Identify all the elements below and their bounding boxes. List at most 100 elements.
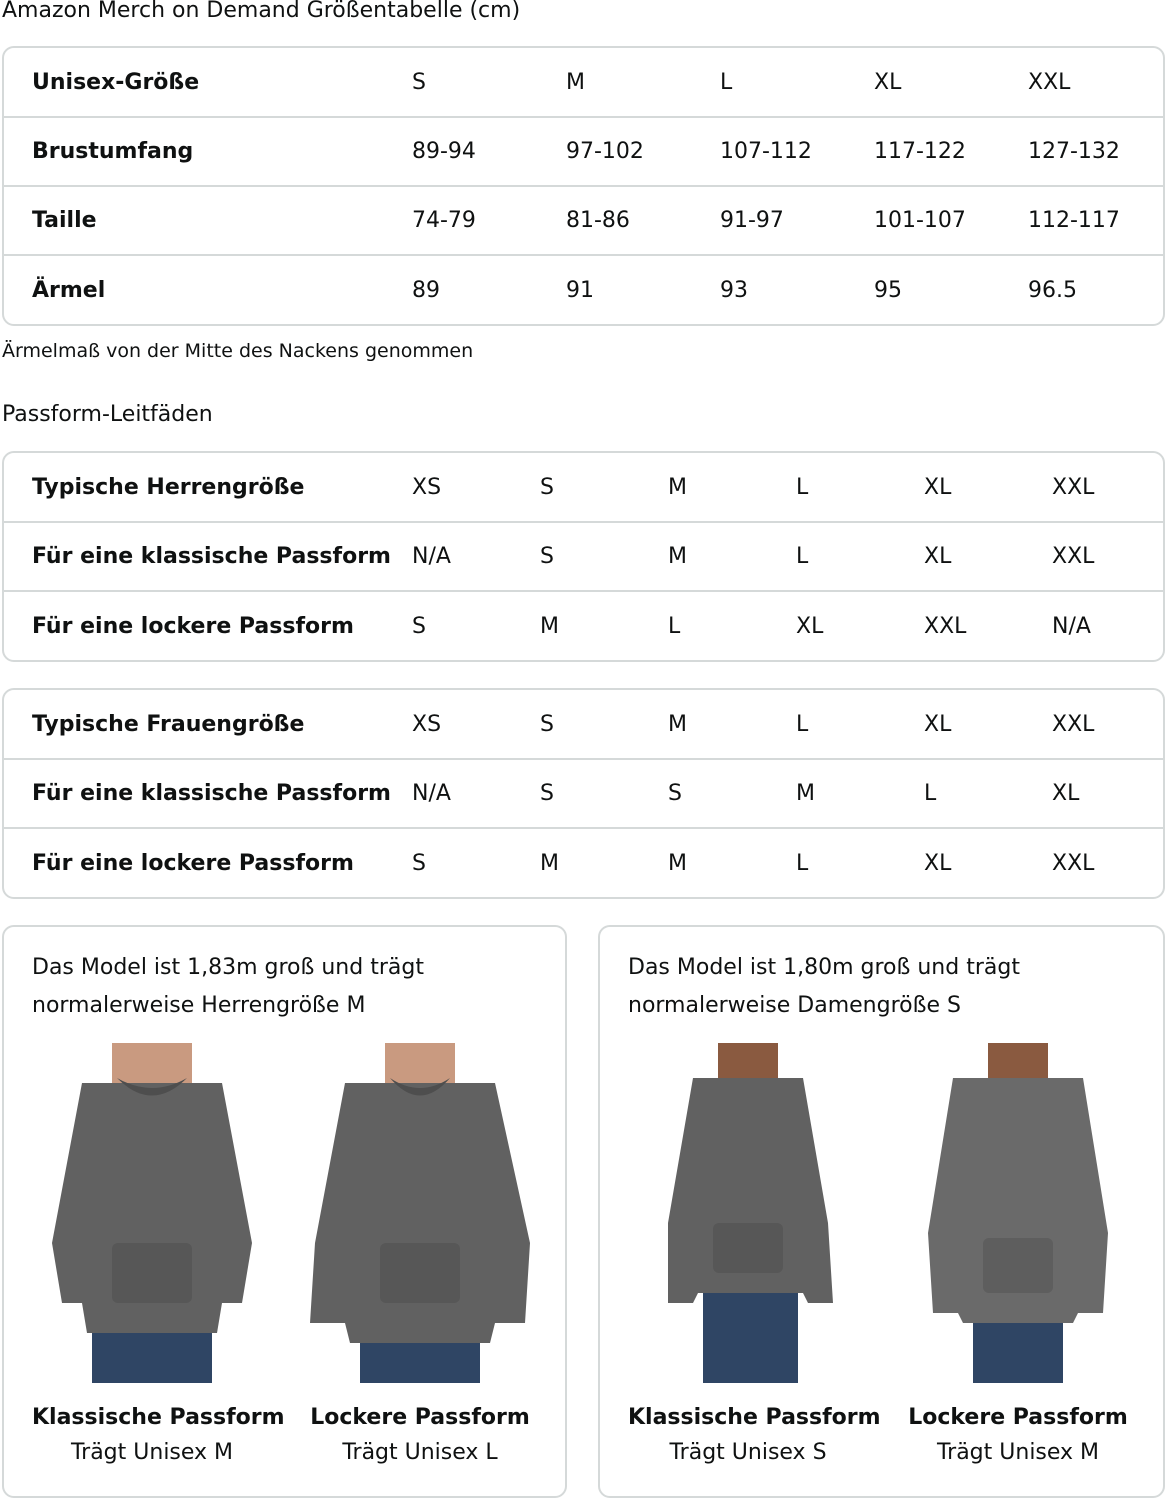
table-cell: S [540,758,668,828]
table-cell: S [412,69,426,95]
men-model-card: Das Model ist 1,83m groß und trägt normal… [2,925,567,1498]
table-cell: 117-122 [874,116,1028,186]
table-cell: XXL [1052,827,1163,897]
table-cell: XL [924,711,952,737]
model-caption-line: normalerweise Damengröße S [628,993,961,1018]
table-cell: XL [874,69,902,95]
table-cell: S [668,758,796,828]
table-cell: L [796,827,924,897]
table-cell: 107-112 [720,116,874,186]
table-cell: XXL [1052,474,1095,500]
unisex-size-table: Unisex-Größe S M L XL XXL Brustumfang 89-94 97-1… [2,46,1165,326]
table-cell: M [668,521,796,591]
table-cell: 91 [566,254,720,324]
model-caption-line: normalerweise Herrengröße M [32,993,366,1018]
model-figure: Lockere Passform Trägt Unisex M [898,1043,1138,1465]
table-cell: M [668,474,687,500]
table-cell: M [796,758,924,828]
table-cell: M [540,827,668,897]
model-figure: Klassische Passform Trägt Unisex S [628,1043,881,1465]
row-label: Taille [4,185,412,255]
table-cell: M [668,827,796,897]
women-model-card: Das Model ist 1,80m groß und trägt normal… [598,925,1165,1498]
table-cell: L [720,69,733,95]
row-label: Brustumfang [4,116,412,186]
table-cell: M [668,711,687,737]
page-title: Amazon Merch on Demand Größentabelle (cm… [2,0,521,23]
model-photo-hoodie [52,1043,252,1383]
table-cell: 112-117 [1028,185,1163,255]
figure-title: Klassische Passform [32,1405,285,1430]
table-row: Für eine klassische Passform N/A S S M L XL [4,758,1163,828]
table-row: Typische Frauengröße XS S M L XL XXL [4,690,1163,759]
table-cell: 127-132 [1028,116,1163,186]
table-cell: N/A [1052,590,1163,660]
table-cell: S [540,711,554,737]
table-cell: XS [412,474,442,500]
figure-size: Trägt Unisex S [669,1440,827,1465]
table-cell: 89 [412,254,566,324]
table-cell: XL [796,590,924,660]
row-label: Typische Herrengröße [32,474,305,500]
table-cell: 93 [720,254,874,324]
table-cell: XXL [1052,711,1095,737]
table-cell: XL [924,521,1052,591]
table-cell: XXL [924,590,1052,660]
model-photo-hoodie [928,1043,1108,1383]
table-row: Ärmel 89 91 93 95 96.5 [4,254,1163,324]
table-cell: N/A [412,758,540,828]
table-cell: 96.5 [1028,254,1163,324]
table-cell: 95 [874,254,1028,324]
table-cell: 74-79 [412,185,566,255]
model-caption-line: Das Model ist 1,80m groß und trägt [628,955,1020,980]
table-cell: L [796,711,809,737]
row-label: Typische Frauengröße [32,711,305,737]
table-cell: N/A [412,521,540,591]
table-cell: 89-94 [412,116,566,186]
table-cell: S [540,521,668,591]
table-cell: XL [924,474,952,500]
table-cell: XXL [1052,521,1163,591]
table-cell: XS [412,711,442,737]
table-row: Für eine lockere Passform S M L XL XXL N/A [4,590,1163,660]
table-cell: 97-102 [566,116,720,186]
men-fit-table: Typische Herrengröße XS S M L XL XXL Für eine k… [2,451,1165,662]
figure-title: Klassische Passform [628,1405,881,1430]
table-cell: M [540,590,668,660]
row-label: Ärmel [4,254,412,324]
row-label: Für eine klassische Passform [4,521,412,591]
model-photo-hoodie [668,1043,833,1383]
model-figure: Klassische Passform Trägt Unisex M [32,1043,285,1465]
table-row: Unisex-Größe S M L XL XXL [4,48,1163,117]
table-row: Für eine lockere Passform S M M L XL XXL [4,827,1163,897]
figure-size: Trägt Unisex M [70,1440,234,1465]
women-fit-table: Typische Frauengröße XS S M L XL XXL Für eine k… [2,688,1165,899]
table-row: Brustumfang 89-94 97-102 107-112 117-122 127-… [4,116,1163,186]
table-cell: M [566,69,585,95]
table-cell: 91-97 [720,185,874,255]
table-row: Typische Herrengröße XS S M L XL XXL [4,453,1163,522]
model-figure: Lockere Passform Trägt Unisex L [300,1043,540,1465]
table-row: Für eine klassische Passform N/A S M L XL XXL [4,521,1163,591]
table-cell: S [412,590,540,660]
table-cell: S [540,474,554,500]
table-cell: S [412,827,540,897]
table-cell: XXL [1028,69,1071,95]
row-label: Für eine lockere Passform [4,590,412,660]
figure-size: Trägt Unisex L [342,1440,498,1465]
table-cell: L [668,590,796,660]
table-cell: XL [1052,758,1163,828]
figure-title: Lockere Passform [310,1405,530,1430]
table-cell: L [796,521,924,591]
model-photo-hoodie [310,1043,530,1383]
fit-guide-title: Passform-Leitfäden [2,402,213,427]
row-label: Unisex-Größe [32,69,200,95]
table-cell: 81-86 [566,185,720,255]
row-label: Für eine lockere Passform [4,827,412,897]
table-cell: L [796,474,809,500]
model-caption-line: Das Model ist 1,83m groß und trägt [32,955,424,980]
row-label: Für eine klassische Passform [4,758,412,828]
table-row: Taille 74-79 81-86 91-97 101-107 112-117 [4,185,1163,255]
table-cell: 101-107 [874,185,1028,255]
figure-size: Trägt Unisex M [936,1440,1100,1465]
